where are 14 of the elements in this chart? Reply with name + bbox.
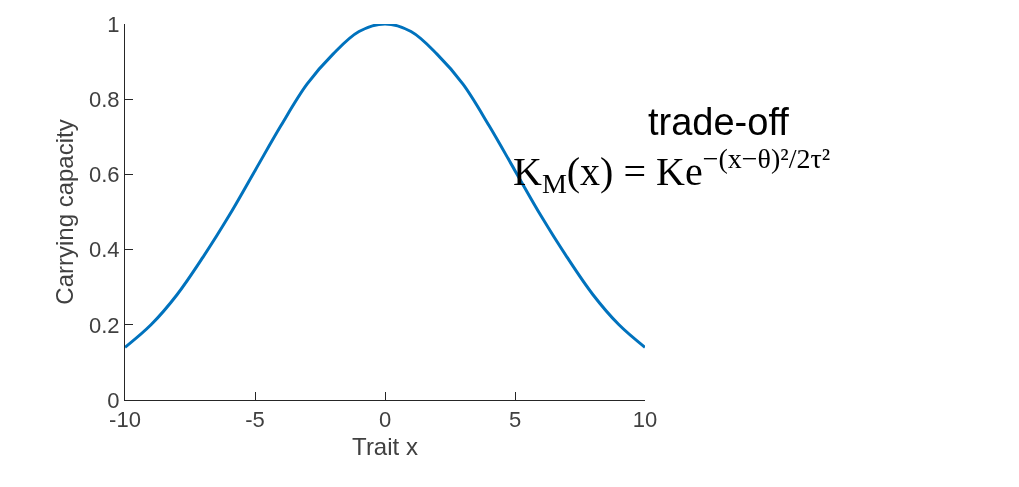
x-tick-label: 10 [632, 407, 658, 433]
x-tick-label: 5 [508, 407, 522, 433]
x-axis-title: Trait x [352, 432, 418, 460]
text: trade-off [648, 101, 790, 143]
y-axis-title: Carrying capacity [51, 119, 79, 305]
y-tick-label: 1 [107, 11, 120, 37]
line-series [125, 24, 645, 349]
y-tick-label: 0.8 [89, 86, 120, 112]
y-tick-label: 0.4 [89, 237, 120, 263]
x-tick-label: 0 [378, 407, 392, 433]
annotation: K$_{M}$(x) = Ke$^{−(x−θ)²/2τ²}$ [513, 143, 831, 200]
y-tick-label: 0.2 [89, 312, 120, 338]
y-tick-label: 0.6 [89, 162, 120, 188]
x-tick-label: -5 [245, 407, 265, 433]
